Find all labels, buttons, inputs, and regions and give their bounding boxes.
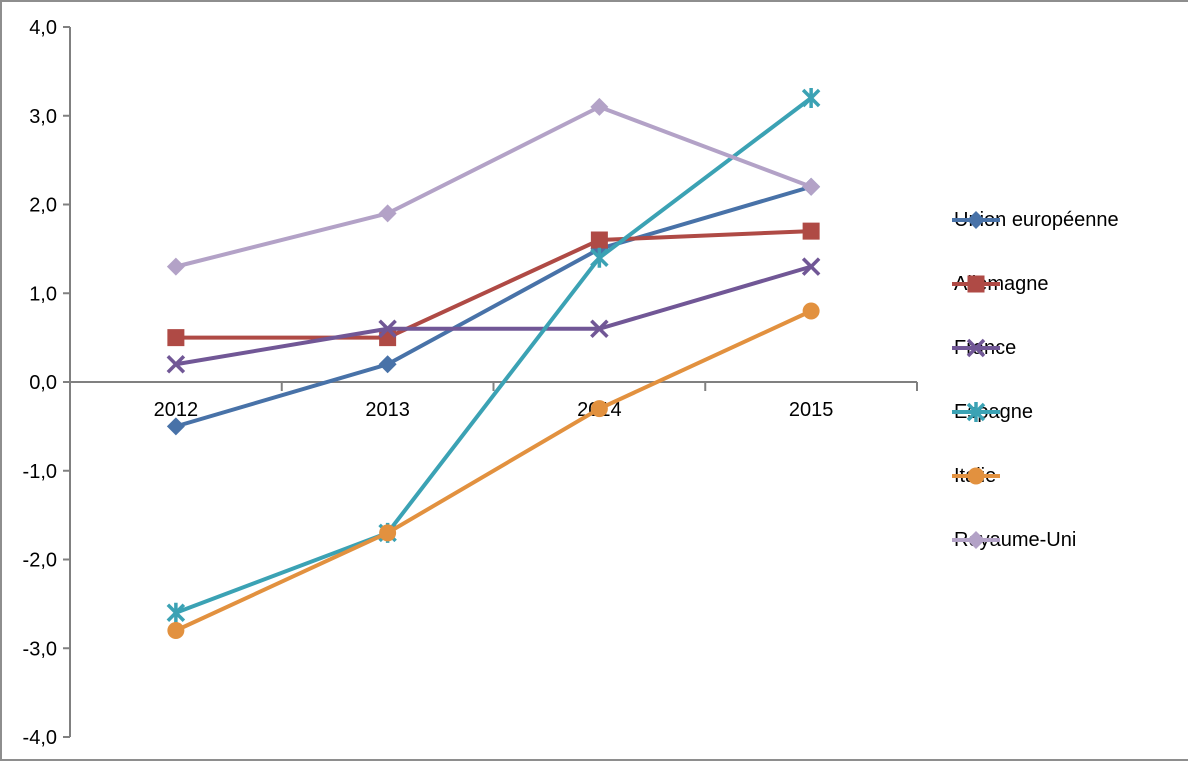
data-point-union-europeenne[interactable] xyxy=(378,355,397,374)
data-point-france[interactable] xyxy=(590,319,609,338)
data-point-italie[interactable] xyxy=(379,524,397,542)
series-line-royaume-uni[interactable] xyxy=(175,104,812,269)
data-point-france[interactable] xyxy=(378,319,397,338)
legend-marker-union-europeenne xyxy=(952,211,1000,229)
legend-label: Royaume-Uni xyxy=(954,528,1077,551)
legend-marker-espagne xyxy=(952,402,1000,422)
data-point-allemagne xyxy=(967,275,985,293)
y-tick-label: 4,0 xyxy=(29,17,57,39)
series-line-allemagne[interactable] xyxy=(175,229,812,340)
x-tick-label: 2012 xyxy=(154,399,199,421)
y-tick-label: -4,0 xyxy=(23,727,57,749)
data-point-italie xyxy=(967,467,985,485)
data-point-italie[interactable] xyxy=(802,302,820,320)
data-point-royaume-uni[interactable] xyxy=(166,257,185,276)
legend-marker-italie xyxy=(952,467,1000,485)
series-line-espagne[interactable] xyxy=(175,96,813,615)
data-point-france xyxy=(966,338,986,358)
data-point-union-europeenne[interactable] xyxy=(166,417,185,436)
y-tick-label: -3,0 xyxy=(23,638,57,660)
data-point-france[interactable] xyxy=(801,257,821,276)
data-point-france[interactable] xyxy=(166,355,186,374)
data-point-royaume-uni[interactable] xyxy=(802,177,821,196)
data-point-espagne xyxy=(966,402,986,422)
x-tick-label: 2013 xyxy=(365,399,410,421)
series-line-france[interactable] xyxy=(175,264,812,367)
y-tick-label: -2,0 xyxy=(23,550,57,572)
y-tick-label: 2,0 xyxy=(29,195,57,217)
y-tick-label: 0,0 xyxy=(29,372,57,394)
series-line-italie[interactable] xyxy=(175,309,812,633)
data-point-royaume-uni xyxy=(967,531,985,549)
legend-marker-allemagne xyxy=(952,275,1000,293)
data-point-allemagne[interactable] xyxy=(590,231,608,249)
data-point-italie[interactable] xyxy=(167,622,185,639)
legend-label: Union européenne xyxy=(954,208,1119,231)
data-point-espagne[interactable] xyxy=(801,88,821,108)
y-tick-label: 3,0 xyxy=(29,106,57,128)
legend-item-union-europeenne[interactable]: Union européenne xyxy=(951,208,1119,232)
series-line-union-europeenne[interactable] xyxy=(175,184,812,429)
data-point-espagne[interactable] xyxy=(166,602,186,623)
data-point-allemagne[interactable] xyxy=(802,222,820,240)
legend-marker-france xyxy=(952,338,1000,358)
data-point-allemagne[interactable] xyxy=(167,329,185,347)
legend-item-france[interactable]: France xyxy=(951,336,1016,360)
x-tick-label: 2015 xyxy=(789,399,834,421)
legend-marker-royaume-uni xyxy=(952,531,1000,549)
data-point-royaume-uni[interactable] xyxy=(590,97,609,116)
data-point-royaume-uni[interactable] xyxy=(378,204,397,223)
y-tick-label: -1,0 xyxy=(23,461,57,483)
legend-item-espagne[interactable]: Espagne xyxy=(951,400,1033,424)
legend-item-italie[interactable]: Italie xyxy=(951,464,1000,488)
data-point-italie[interactable] xyxy=(590,400,608,418)
legend-item-royaume-uni[interactable]: Royaume-Uni xyxy=(951,528,1076,552)
y-tick-label: 1,0 xyxy=(29,283,57,305)
legend-item-allemagne[interactable]: Allemagne xyxy=(951,272,1049,296)
data-point-espagne[interactable] xyxy=(590,247,609,268)
data-point-union-europeenne xyxy=(967,211,985,229)
